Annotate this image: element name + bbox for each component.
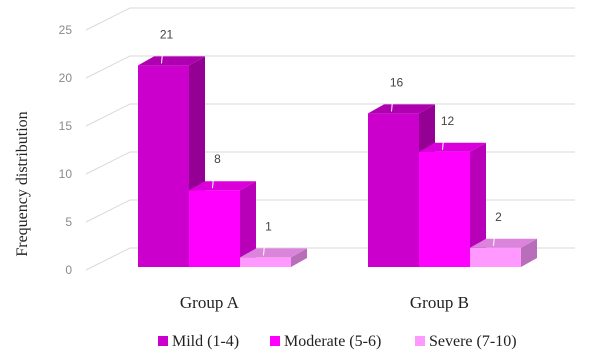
bar-side [470, 142, 486, 267]
bar-top [189, 181, 256, 191]
bar-top [138, 56, 205, 66]
gridline-diagonal [85, 151, 131, 175]
bar-front [189, 190, 240, 267]
gridline-diagonal [85, 247, 131, 271]
label-leader [442, 128, 445, 150]
label-leader [391, 90, 394, 112]
legend-swatch [415, 336, 425, 346]
bars [138, 56, 537, 268]
category-label: Group A [180, 293, 240, 312]
x-axis-categories: Group A Group B [180, 293, 469, 312]
bar-front [138, 65, 189, 268]
legend-item: Moderate (5-6) [270, 333, 381, 350]
bar-front [470, 247, 521, 267]
y-tick-label: 0 [65, 263, 72, 277]
data-label: 16 [390, 75, 404, 89]
y-tick-label: 15 [59, 119, 73, 133]
legend-swatch [158, 336, 168, 346]
y-tick-label: 20 [59, 71, 73, 85]
gridline-diagonal [85, 199, 131, 223]
bar-top [470, 238, 537, 248]
data-label: 12 [441, 114, 455, 128]
y-tick-label: 25 [59, 23, 73, 37]
bar [470, 238, 537, 267]
legend-swatch [270, 336, 280, 346]
data-label: 2 [495, 210, 502, 224]
bar-top [240, 248, 307, 258]
legend-label: Moderate (5-6) [284, 333, 381, 350]
bar-side [240, 181, 256, 267]
label-leader [161, 42, 164, 64]
legend-label: Severe (7-10) [429, 333, 517, 350]
bar-front [419, 151, 470, 267]
y-axis-label: Frequency distribution [14, 111, 31, 256]
bar-side [291, 248, 307, 267]
gridline-diagonal [85, 7, 131, 31]
gridline-diagonal [85, 103, 131, 127]
data-label: 8 [214, 152, 221, 166]
bar [189, 181, 256, 267]
y-tick-label: 5 [65, 215, 72, 229]
data-labels: 21 8 1 16 12 2 [160, 27, 502, 256]
y-axis-ticks: 0 5 10 15 20 25 [59, 23, 73, 277]
bar [419, 142, 486, 267]
bar-front [240, 257, 291, 267]
bar [240, 248, 307, 267]
bar-top [368, 104, 435, 114]
bar-front [368, 113, 419, 268]
label-leader [493, 224, 496, 246]
y-tick-label: 10 [59, 167, 73, 181]
bar-side [521, 238, 537, 267]
bar-top [419, 142, 486, 152]
legend-item: Mild (1-4) [158, 333, 239, 350]
category-label: Group B [410, 293, 469, 312]
label-leader [212, 167, 215, 189]
legend-label: Mild (1-4) [172, 333, 239, 350]
legend-item: Severe (7-10) [415, 333, 517, 350]
data-label: 1 [265, 219, 272, 233]
data-label: 21 [160, 27, 174, 41]
label-leader [263, 234, 266, 256]
gridline-diagonal [85, 55, 131, 79]
legend: Mild (1-4) Moderate (5-6) Severe (7-10) [158, 333, 517, 350]
